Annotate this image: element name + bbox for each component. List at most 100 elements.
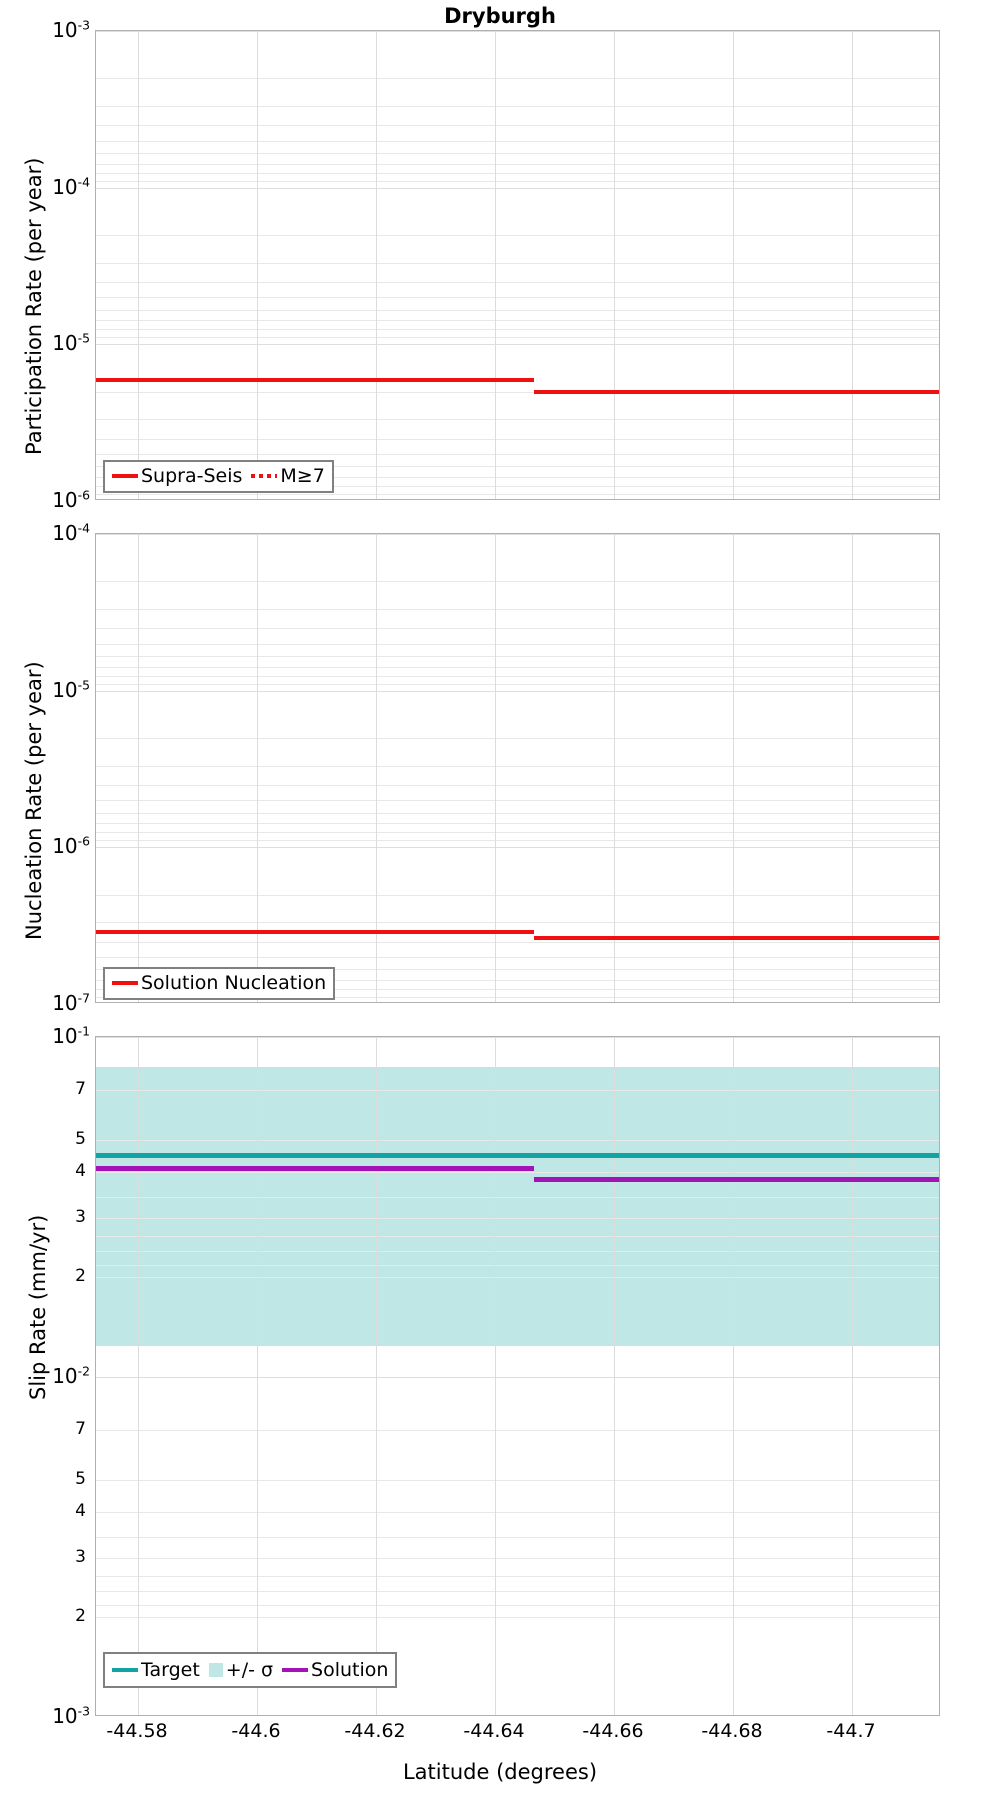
series-m7-right [534,390,939,394]
ytick-exponent: -6 [77,833,90,849]
legend-patch-icon-sigma [208,1662,223,1677]
panel1-ytick-3: 10-6 [52,488,90,512]
gridline [96,666,939,668]
panel1-plot-area [95,30,940,500]
legend-label-solution-nucleation: Solution Nucleation [141,972,327,994]
gridline [733,31,734,499]
gridline [96,643,939,645]
xtick-5: -44.68 [701,1720,763,1742]
gridline [96,1512,939,1513]
gridline [96,31,939,32]
ytick-exponent: -6 [77,487,90,503]
gridline [96,419,939,421]
gridline [96,1197,939,1199]
gridline [96,1617,939,1619]
panel3-yminor-6: 5 [75,1468,86,1489]
panel3-yminor-7: 4 [75,1501,86,1521]
panel2-ytick-3: 10-7 [52,991,90,1015]
gridline [96,78,939,80]
ytick-exponent: -1 [77,1023,90,1039]
page-title: Dryburgh [444,4,556,28]
gridline [257,31,258,499]
panel2-ytick-1: 10-5 [52,678,90,702]
gridline [96,163,939,165]
gridline [96,187,939,189]
panel2-ytick-0: 10-4 [52,521,90,545]
gridline [96,1251,939,1253]
gridline [96,234,939,236]
legend-line-icon-m7 [251,474,278,478]
series-solution-left [96,1166,534,1171]
panel2-ylabel: Nucleation Rate (per year) [22,661,46,940]
panel1-ytick-0: 10-3 [52,18,90,42]
panel3-yminor-1: 5 [75,1128,86,1149]
gridline [96,282,939,284]
panel-sliprate: 10-1 10-2 10-3 7 5 4 3 2 7 5 4 3 2 Targe… [52,1024,940,1742]
gridline [96,125,939,127]
panel3-yminor-9: 2 [75,1606,86,1627]
gridline [376,31,377,499]
gridline [96,534,939,535]
legend-line-icon-solution-nucleation [112,981,138,985]
series-solution-right [534,1177,939,1182]
gridline [257,1037,258,1715]
gridline [96,1218,939,1220]
gridline [96,1172,939,1173]
legend-line-icon-solution [282,1667,309,1672]
x-axis-label: Latitude (degrees) [402,1760,598,1784]
legend-label-solution: Solution [311,1658,389,1681]
gridline [96,765,939,767]
gridline [96,485,939,487]
gridline [96,969,939,971]
legend-entry-sigma[interactable]: +/- σ [208,1659,273,1681]
panel-nucleation: 10-4 10-5 10-6 10-7 Solution Nucleation [52,521,940,1015]
gridline [138,31,139,499]
gridline [96,262,939,264]
gridline [614,534,615,1002]
panel2-legend[interactable]: Solution Nucleation [103,967,336,1000]
ytick-mantissa: 10 [52,488,78,512]
panel3-ytick-1: 10-2 [52,1364,90,1388]
legend-label-m7: M≥7 [280,465,325,487]
xtick-6: -44.7 [826,1720,876,1742]
gridline [96,800,939,802]
gridline [96,581,939,583]
ytick-exponent: -3 [77,1703,90,1719]
legend-entry-solution[interactable]: Solution [282,1659,388,1681]
legend-line-icon-supra-seis [112,474,138,478]
legend-entry-solution-nucleation[interactable]: Solution Nucleation [112,972,326,994]
panel1-ytick-2: 10-5 [52,331,90,355]
panel3-ytick-0: 10-1 [52,1024,90,1048]
xtick-3: -44.64 [463,1720,525,1742]
legend-label-target: Target [141,1658,200,1681]
gridline [96,1236,939,1237]
gridline [96,1537,939,1539]
panel3-legend[interactable]: Target +/- σ Solution [103,1652,398,1688]
ytick-mantissa: 10 [52,331,78,356]
gridline [96,1037,939,1038]
gridline [96,105,939,107]
gridline [96,1265,939,1266]
legend-entry-m7[interactable]: M≥7 [251,465,325,487]
panel1-legend[interactable]: Supra-Seis M≥7 [103,460,334,493]
gridline [96,656,939,657]
gridline [96,840,939,842]
gridline [96,988,939,990]
legend-label-supra-seis: Supra-Seis [141,465,243,487]
gridline [96,391,939,393]
gridline [614,31,615,499]
gridline [96,297,939,299]
gridline [96,608,939,610]
series-m7-left [96,378,534,382]
gridline [96,309,939,311]
legend-entry-supra-seis[interactable]: Supra-Seis [112,465,242,487]
gridline [96,683,939,685]
gridline [96,941,939,943]
panel2-ytick-2: 10-6 [52,834,90,858]
legend-entry-target[interactable]: Target [112,1659,200,1681]
gridline [96,140,939,142]
gridline [495,1037,496,1715]
gridline [257,534,258,1002]
panel3-yminor-2: 4 [75,1161,86,1181]
